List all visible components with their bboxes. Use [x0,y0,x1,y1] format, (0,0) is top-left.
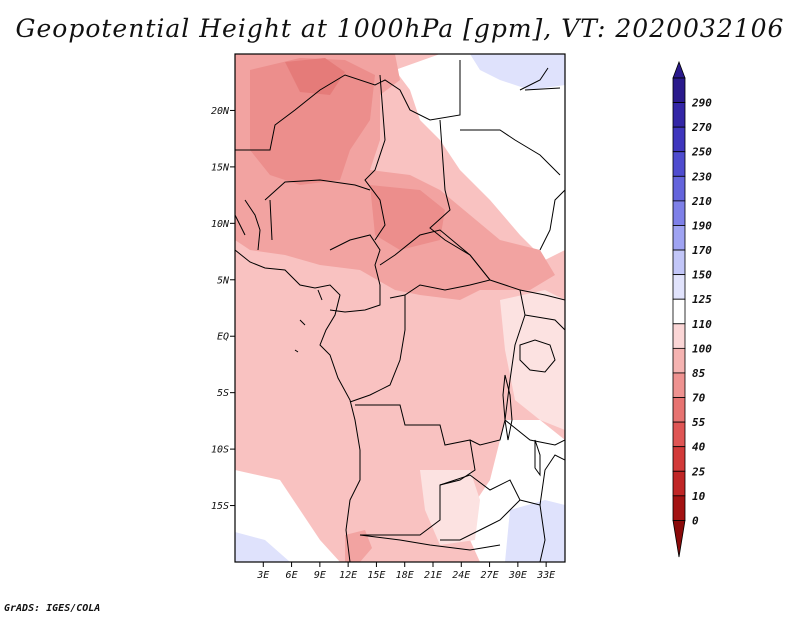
border-drc-east [469,279,526,446]
colorbar-segment [672,77,686,103]
colorbar-label: 190 [692,219,712,232]
colorbar-label: 85 [692,367,706,380]
colorbar-segment [672,175,686,202]
colorbar-label: 110 [692,318,712,331]
colorbar-bottom-arrow [672,520,686,558]
lon-tick-label: 33E [536,570,555,581]
colorbar-label: 100 [692,342,712,355]
colorbar-label: 170 [692,244,712,257]
field-region-pink-fan [345,530,372,562]
colorbar-label: 0 [692,514,699,527]
field-region-pink-peak [285,58,345,95]
border-angola [355,404,476,536]
border-niger-chad [364,74,386,241]
lake-malawi [534,439,541,477]
colorbar-label: 230 [691,170,712,183]
lon-tick-label: 27E [481,570,499,581]
colorbar-segment [672,470,686,497]
colorbar-label: 70 [692,392,706,405]
lon-tick-label: 15E [367,570,385,581]
lat-tick-label: 10N [211,219,230,230]
lat-tick-label: 5S [217,388,229,399]
field-region-blue-se [505,500,565,562]
colorbar-segment [672,200,686,226]
colorbar-segment [672,274,686,300]
lat-tick-label: 15S [211,501,229,512]
colorbar-segment [672,225,686,251]
lat-tick-label: 15N [211,162,230,173]
lake-tanganyika [502,374,513,441]
colorbar-segment [672,446,686,472]
colorbar-label: 10 [692,490,706,503]
border-congo-drc [349,295,406,403]
longitude-axis: 3E 6E 9E 12E 15E 18E 21E 24E 27E 30E 33E [256,562,555,581]
border-tanzania [504,314,565,446]
border-sudan-east [460,129,561,176]
colorbar-segment [672,298,686,325]
colorbar-label: 210 [691,195,712,208]
country-borders [235,60,565,562]
lat-tick-label: 10S [211,445,229,456]
colorbar-segment [672,347,686,374]
colorbar-top-arrow [672,60,686,79]
border-nigeria-north [264,179,371,201]
lon-tick-label: 21E [424,570,442,581]
lat-tick-label: EQ [217,332,229,343]
border-sahel [235,60,461,151]
colorbar-label: 150 [692,269,712,282]
field-region-lightpink-e [500,290,565,430]
field-region-pink-deep [250,58,375,185]
coastline-west [235,249,361,562]
lon-tick-label: 18E [396,570,414,581]
footer-credit: GrADS: IGES/COLA [4,603,101,614]
colorbar-segment [672,126,686,153]
border-cameroon [329,234,381,313]
lon-tick-label: 30E [508,570,527,581]
colorbar: 2902702502302101901701501251101008570554… [672,60,712,558]
border-mozambique [519,454,565,562]
colorbar-label: 270 [691,121,712,134]
lake-victoria [519,339,556,373]
colorbar-label: 25 [691,465,706,478]
colorbar-segment [672,372,686,398]
border-ethiopia [519,189,565,301]
border-namibia [359,534,501,551]
lon-tick-label: 12E [339,570,357,581]
colorbar-label: 125 [692,293,712,306]
colorbar-segment [672,151,686,177]
colorbar-label: 290 [691,97,712,110]
field-region-lightpink-s [420,470,480,545]
colorbar-segment [672,323,686,349]
lon-tick-label: 24E [452,570,470,581]
field-region-blue-sw [235,532,290,562]
colorbar-segment [672,102,686,128]
border-west-africa [235,199,273,251]
red-sea-coast [519,67,561,91]
lat-tick-label: 20N [211,106,230,117]
height-field-shading [235,54,565,562]
lat-tick-label: 5N [217,275,230,286]
chart-title: Geopotential Height at 1000hPa [gpm], VT… [15,14,785,43]
latitude-axis: 20N 15N 10N 5N EQ 5S 10S 15S [211,106,235,512]
colorbar-label: 55 [692,416,706,429]
colorbar-label: 250 [691,146,712,159]
lon-tick-label: 3E [256,570,269,581]
colorbar-label: 40 [692,441,706,454]
map-frame [234,53,566,563]
gabon-islands [294,289,323,353]
field-region-blue-ne [470,54,565,90]
colorbar-segment [672,249,686,276]
colorbar-segment [672,495,686,521]
colorbar-segment [672,421,686,448]
lon-tick-label: 6E [286,570,298,581]
lon-tick-label: 9E [314,570,326,581]
colorbar-segment [672,397,686,423]
field-region-white-ne [395,54,565,260]
